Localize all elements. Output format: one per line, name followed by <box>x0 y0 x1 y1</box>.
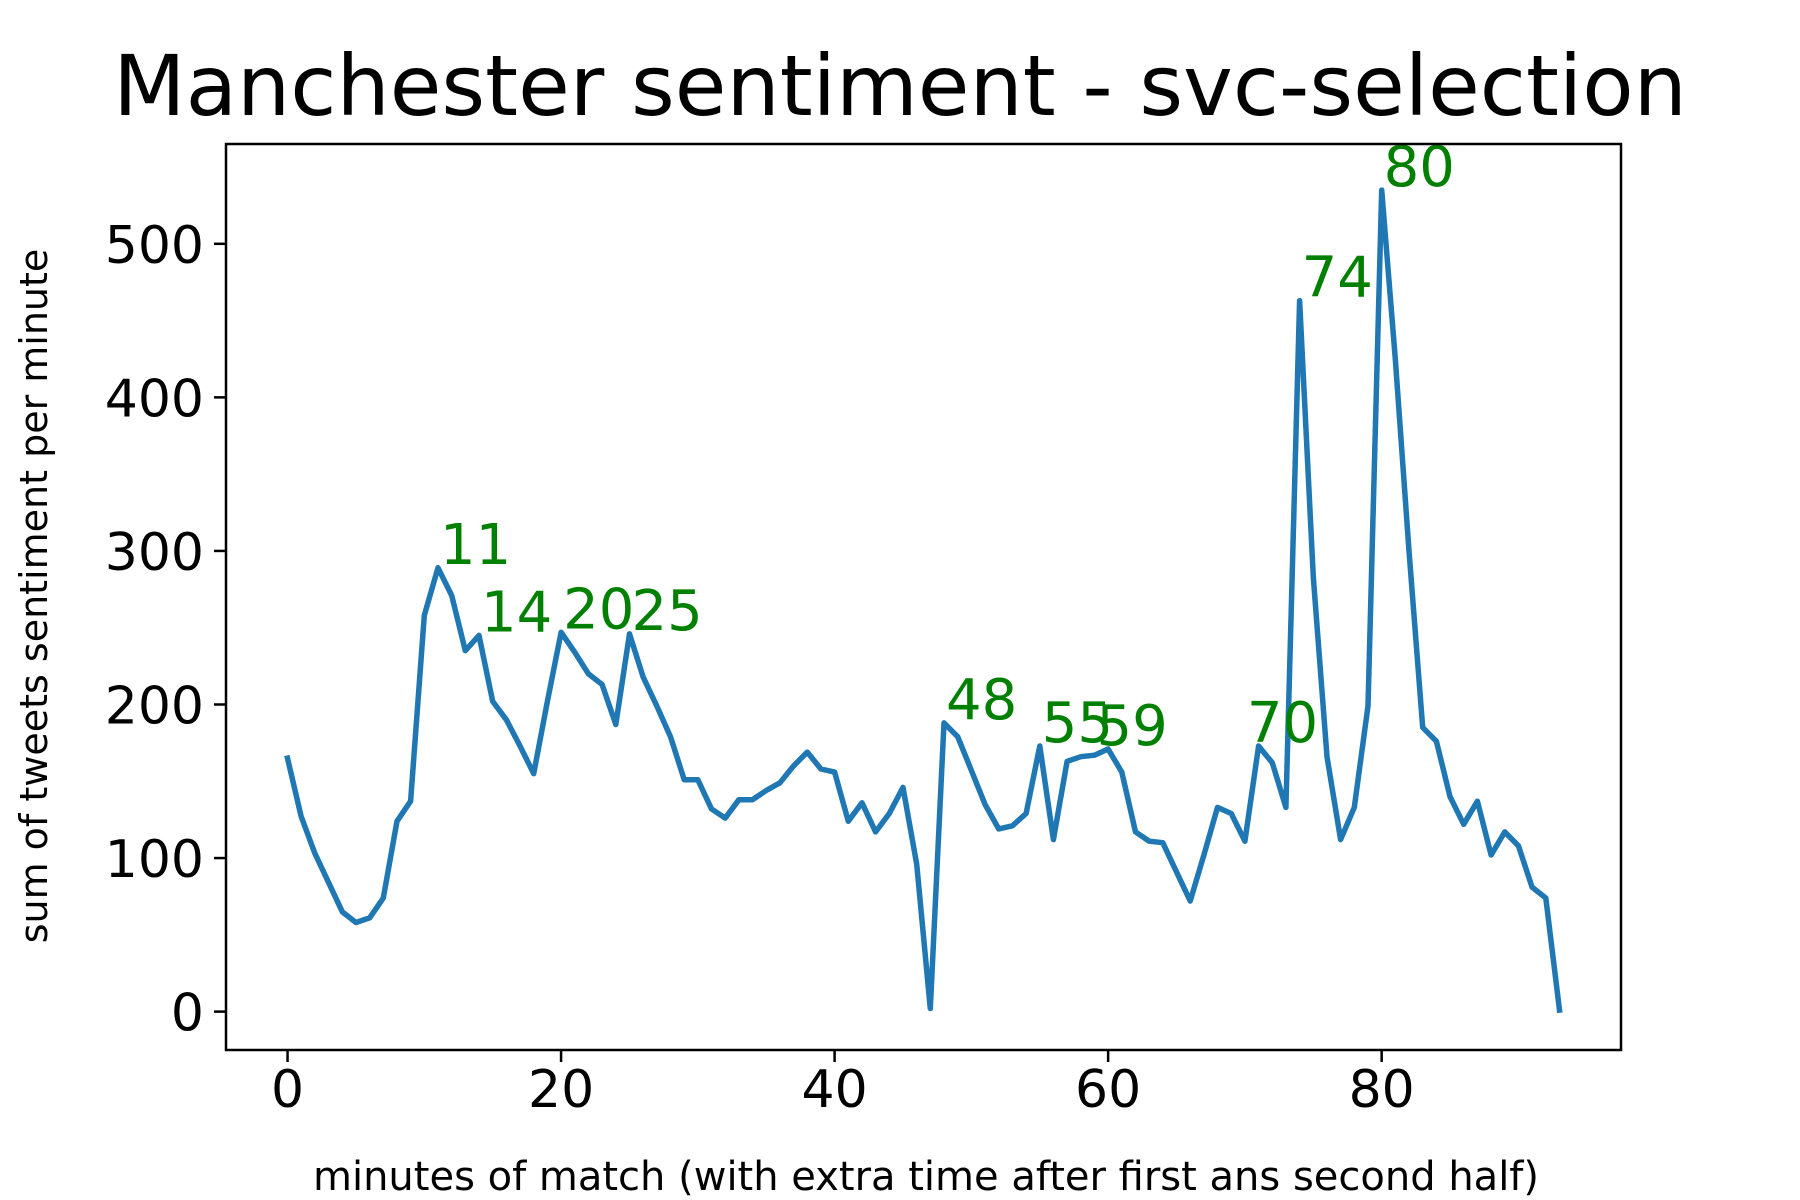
annotation-label: 80 <box>1384 135 1455 200</box>
y-tick-label: 100 <box>105 830 204 890</box>
annotation-label: 74 <box>1302 246 1373 311</box>
y-axis-ticks: 0 100 200 300 400 500 <box>105 216 226 1044</box>
annotation-label: 20 <box>563 577 634 642</box>
annotation-label: 59 <box>1096 694 1167 759</box>
series-layer <box>284 187 1563 1014</box>
x-tick-label: 60 <box>1075 1060 1141 1120</box>
x-tick-label: 80 <box>1349 1060 1415 1120</box>
annotation-label: 48 <box>946 668 1017 733</box>
x-tick-label: 40 <box>802 1060 868 1120</box>
y-tick-label: 200 <box>105 676 204 736</box>
x-axis-label: minutes of match (with extra time after … <box>313 1154 1539 1200</box>
series-line <box>284 187 1563 1014</box>
annotation-label: 25 <box>631 579 702 644</box>
y-tick-label: 400 <box>105 369 204 429</box>
y-tick-label: 500 <box>105 216 204 276</box>
x-axis-ticks: 0 20 40 60 80 <box>271 1050 1415 1120</box>
y-axis-label: sum of tweets sentiment per minute <box>12 249 56 944</box>
annotation-label: 55 <box>1042 691 1113 756</box>
annotation-label: 11 <box>440 513 511 578</box>
chart-title: Manchester sentiment - svc-selection <box>113 37 1687 135</box>
y-tick-label: 300 <box>105 523 204 583</box>
annotation-label: 70 <box>1247 691 1318 756</box>
x-tick-label: 20 <box>528 1060 594 1120</box>
y-tick-label: 0 <box>171 984 204 1044</box>
plot-frame <box>224 142 1623 1052</box>
annotation-label: 14 <box>481 580 552 645</box>
x-tick-label: 0 <box>271 1060 304 1120</box>
